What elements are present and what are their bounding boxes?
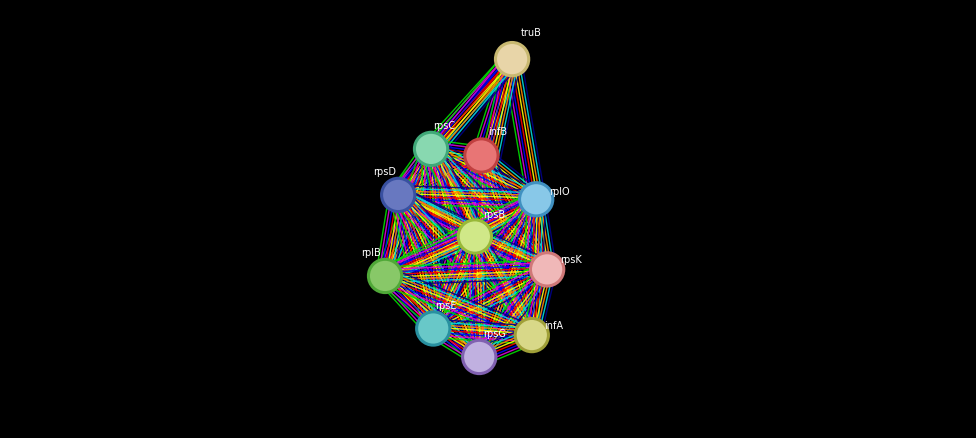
Text: rpsC: rpsC xyxy=(433,120,456,131)
Circle shape xyxy=(465,139,498,172)
Text: rpsD: rpsD xyxy=(373,166,396,177)
Text: rpsK: rpsK xyxy=(560,255,582,265)
Text: infA: infA xyxy=(544,321,563,331)
Text: rplO: rplO xyxy=(549,187,570,197)
Circle shape xyxy=(515,318,549,352)
Text: rplB: rplB xyxy=(361,248,381,258)
Text: rpsG: rpsG xyxy=(484,329,507,339)
Circle shape xyxy=(519,183,552,216)
Text: infB: infB xyxy=(488,127,508,137)
Circle shape xyxy=(463,340,496,374)
Circle shape xyxy=(417,312,450,345)
Text: truB: truB xyxy=(521,28,542,38)
Circle shape xyxy=(368,259,402,293)
Circle shape xyxy=(458,220,492,253)
Text: rpsE: rpsE xyxy=(435,301,457,311)
Text: rpsB: rpsB xyxy=(483,210,505,220)
Circle shape xyxy=(382,178,415,212)
Circle shape xyxy=(496,42,529,76)
Circle shape xyxy=(415,132,448,166)
Circle shape xyxy=(531,253,564,286)
